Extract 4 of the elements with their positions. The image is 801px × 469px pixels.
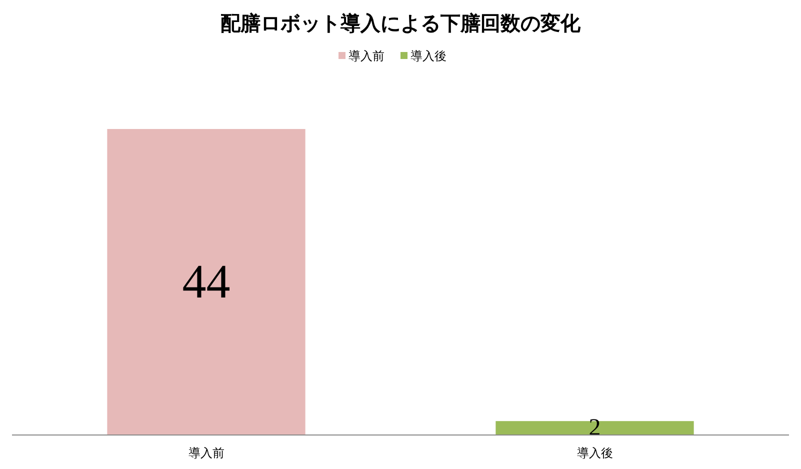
legend-label: 導入前: [348, 49, 384, 63]
data-label: 44: [182, 256, 230, 308]
chart-title: 配膳ロボット導入による下膳回数の変化: [220, 11, 582, 35]
legend-label: 導入後: [410, 49, 446, 63]
